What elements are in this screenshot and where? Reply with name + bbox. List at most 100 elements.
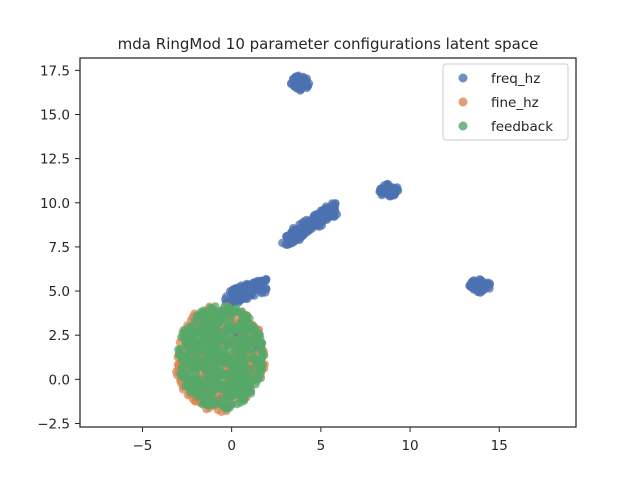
point-feedback — [183, 357, 193, 367]
point-feedback — [192, 338, 201, 347]
point-freq-hz — [471, 277, 480, 286]
data-points — [172, 71, 495, 416]
point-feedback — [239, 348, 248, 357]
point-feedback — [224, 303, 233, 312]
point-feedback — [248, 365, 257, 374]
point-feedback — [257, 360, 266, 369]
point-feedback — [246, 378, 255, 387]
point-freq-hz — [484, 280, 493, 289]
point-feedback — [251, 332, 261, 342]
series-freq-hz — [175, 71, 495, 410]
legend-label-feedback: feedback — [491, 119, 553, 135]
y-tick-label: 2.5 — [49, 328, 70, 344]
point-feedback — [247, 346, 257, 356]
y-tick-label: 5.0 — [49, 284, 70, 300]
point-freq-hz — [316, 209, 325, 219]
y-tick-label: 10.0 — [40, 196, 70, 212]
point-feedback — [222, 370, 231, 379]
point-freq-hz — [298, 76, 307, 86]
point-feedback — [193, 392, 202, 402]
point-feedback — [178, 369, 187, 378]
y-tick-label: 17.5 — [40, 63, 70, 79]
point-feedback — [238, 357, 247, 366]
point-freq-hz — [387, 188, 397, 197]
point-feedback — [224, 382, 233, 391]
point-freq-hz — [295, 231, 305, 240]
point-feedback — [243, 316, 252, 326]
y-tick-label: 0.0 — [49, 372, 70, 388]
point-freq-hz — [289, 224, 298, 233]
point-feedback — [195, 363, 204, 372]
point-feedback — [223, 341, 233, 350]
point-feedback — [211, 382, 220, 391]
point-feedback — [217, 318, 227, 327]
point-freq-hz — [222, 292, 231, 301]
point-freq-hz — [477, 282, 486, 291]
point-feedback — [221, 403, 230, 413]
legend-label-fine-hz: fine_hz — [491, 95, 539, 111]
point-feedback — [188, 387, 197, 396]
point-freq-hz — [299, 221, 308, 231]
point-feedback — [254, 372, 263, 382]
point-feedback — [188, 376, 197, 386]
legend-marker-feedback — [458, 121, 468, 131]
point-feedback — [236, 367, 245, 376]
legend-marker-freq-hz — [458, 73, 468, 83]
point-freq-hz — [296, 86, 305, 95]
legend-marker-fine-hz — [458, 97, 468, 107]
x-tick-label: 15 — [491, 438, 508, 454]
point-feedback — [204, 372, 214, 381]
y-tick-label: 15.0 — [40, 107, 70, 123]
point-feedback — [185, 329, 195, 338]
point-feedback — [232, 374, 241, 383]
point-feedback — [245, 324, 254, 333]
point-feedback — [191, 356, 200, 365]
point-feedback — [233, 326, 243, 335]
point-feedback — [216, 374, 226, 384]
point-feedback — [193, 327, 202, 336]
point-freq-hz — [243, 287, 252, 296]
point-feedback — [221, 351, 230, 360]
point-feedback — [233, 336, 242, 345]
point-feedback — [219, 328, 228, 337]
legend: freq_hz fine_hz feedback — [442, 63, 569, 141]
point-freq-hz — [383, 180, 392, 189]
point-freq-hz — [252, 282, 261, 291]
x-tick-label: 0 — [227, 438, 236, 454]
point-feedback — [202, 359, 211, 368]
y-tick-label: 7.5 — [49, 240, 70, 256]
point-feedback — [236, 387, 245, 397]
point-feedback — [236, 398, 245, 407]
x-axis: −5 0 5 10 15 — [132, 427, 508, 454]
plot-frame — [79, 57, 577, 428]
point-freq-hz — [308, 217, 318, 226]
point-feedback — [207, 354, 216, 363]
legend-box — [442, 63, 569, 141]
series-feedback — [174, 302, 269, 413]
point-feedback — [225, 360, 234, 369]
point-feedback — [257, 348, 267, 357]
point-feedback — [206, 389, 215, 398]
point-feedback — [199, 333, 209, 342]
chart-title: mda RingMod 10 parameter configurations … — [118, 35, 539, 53]
point-freq-hz — [232, 290, 241, 299]
x-tick-label: 10 — [401, 438, 418, 454]
point-feedback — [246, 354, 256, 363]
point-feedback — [217, 383, 226, 392]
point-feedback — [241, 331, 250, 340]
point-feedback — [198, 311, 207, 320]
point-feedback — [199, 399, 209, 408]
point-freq-hz — [376, 185, 385, 194]
legend-label-freq-hz: freq_hz — [491, 71, 540, 87]
point-feedback — [226, 327, 235, 336]
point-feedback — [181, 337, 191, 346]
point-feedback — [209, 400, 218, 409]
y-tick-label: −2.5 — [37, 416, 70, 432]
point-feedback — [176, 344, 185, 354]
y-tick-label: 12.5 — [40, 152, 70, 168]
x-tick-label: −5 — [132, 438, 152, 454]
point-feedback — [196, 375, 205, 384]
point-feedback — [184, 346, 193, 356]
point-feedback — [211, 310, 220, 319]
